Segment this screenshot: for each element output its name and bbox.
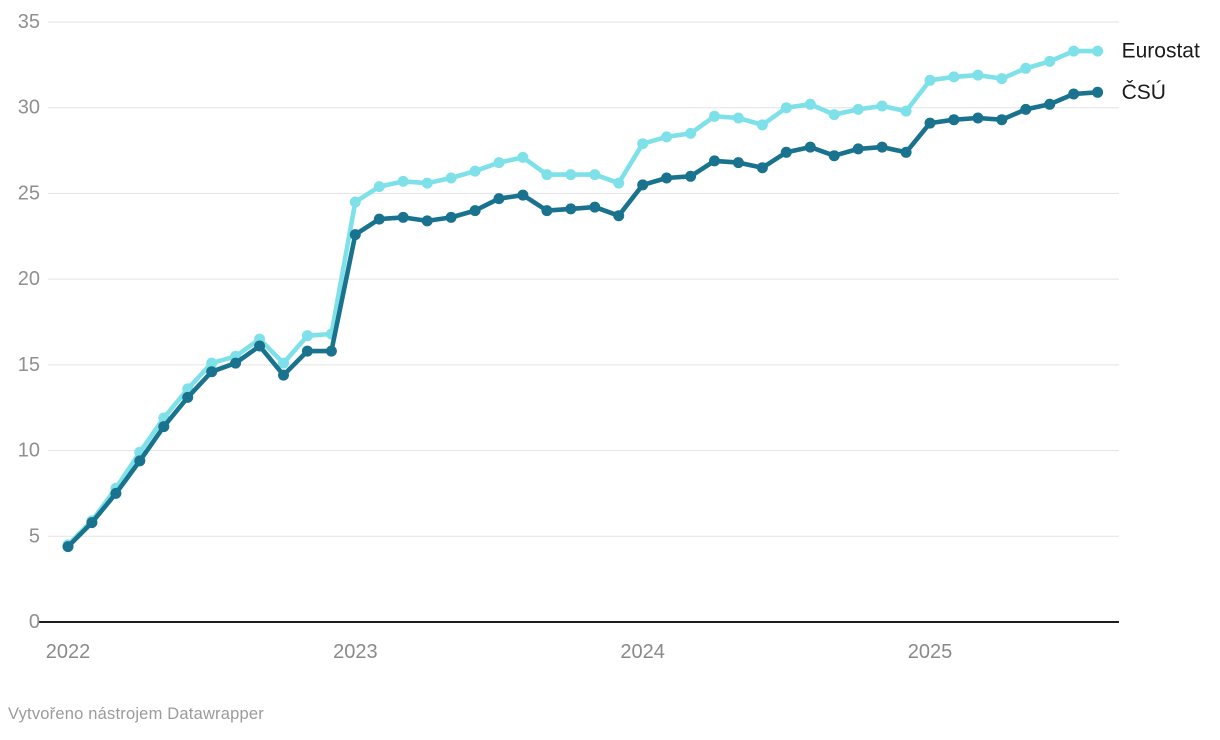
data-point-eurostat[interactable]	[349, 196, 361, 208]
data-point-csu[interactable]	[565, 203, 577, 215]
data-point-eurostat[interactable]	[900, 105, 912, 117]
data-point-eurostat[interactable]	[589, 169, 601, 181]
data-point-eurostat[interactable]	[517, 151, 529, 163]
data-point-eurostat[interactable]	[541, 169, 553, 181]
data-point-eurostat[interactable]	[565, 169, 577, 181]
data-point-csu[interactable]	[709, 155, 720, 167]
data-point-csu[interactable]	[996, 114, 1008, 126]
data-point-csu[interactable]	[924, 117, 936, 129]
x-axis-tick-label: 2025	[908, 641, 953, 663]
data-point-eurostat[interactable]	[876, 100, 888, 112]
data-point-eurostat[interactable]	[206, 357, 218, 369]
data-point-csu[interactable]	[852, 143, 864, 155]
data-point-eurostat[interactable]	[1068, 45, 1080, 57]
data-point-csu[interactable]	[517, 189, 529, 201]
data-point-csu[interactable]	[158, 421, 170, 433]
data-point-eurostat[interactable]	[421, 177, 433, 189]
data-point-csu[interactable]	[325, 345, 337, 357]
data-point-eurostat[interactable]	[469, 165, 481, 177]
data-point-eurostat[interactable]	[828, 109, 840, 121]
y-axis-tick-label: 5	[29, 525, 40, 547]
data-point-eurostat[interactable]	[804, 98, 816, 110]
data-point-csu[interactable]	[62, 541, 74, 553]
data-point-csu[interactable]	[1044, 98, 1056, 110]
x-axis-tick-label: 2022	[46, 641, 91, 663]
data-point-csu[interactable]	[373, 213, 385, 225]
data-point-eurostat[interactable]	[685, 127, 697, 139]
line-chart: 0 5 10 15 20 25 30 35 2022 2023 2024 2025 Eurostat ČS…	[18, 11, 1200, 663]
data-point-csu[interactable]	[1092, 86, 1104, 98]
data-point-csu[interactable]	[637, 179, 649, 191]
y-axis-tick-label: 30	[18, 97, 40, 119]
data-point-eurostat[interactable]	[852, 103, 864, 115]
data-point-eurostat[interactable]	[972, 69, 984, 81]
data-point-eurostat[interactable]	[924, 74, 936, 86]
data-point-csu[interactable]	[828, 150, 840, 162]
data-point-eurostat[interactable]	[661, 131, 673, 143]
y-axis-tick-label: 0	[29, 611, 40, 633]
data-point-csu[interactable]	[254, 340, 266, 352]
data-point-eurostat[interactable]	[756, 119, 768, 131]
data-point-eurostat[interactable]	[493, 157, 505, 169]
data-point-csu[interactable]	[230, 357, 242, 369]
y-axis-tick-label: 15	[18, 354, 40, 376]
data-point-csu[interactable]	[804, 141, 816, 153]
x-axis-tick-label: 2024	[620, 641, 665, 663]
x-axis-tick-label: 2023	[333, 641, 378, 663]
data-point-eurostat[interactable]	[445, 172, 457, 184]
data-point-csu[interactable]	[1068, 88, 1080, 100]
data-point-eurostat[interactable]	[996, 73, 1008, 85]
data-point-csu[interactable]	[756, 162, 768, 174]
data-point-csu[interactable]	[278, 369, 289, 381]
data-point-csu[interactable]	[876, 141, 888, 153]
data-point-eurostat[interactable]	[278, 357, 289, 369]
data-point-csu[interactable]	[493, 193, 505, 205]
data-point-csu[interactable]	[301, 345, 313, 357]
attribution-text: Vytvořeno nástrojem Datawrapper	[8, 705, 264, 723]
data-point-csu[interactable]	[972, 112, 984, 124]
data-point-csu[interactable]	[613, 210, 625, 222]
data-point-csu[interactable]	[134, 455, 146, 467]
data-point-eurostat[interactable]	[732, 112, 744, 124]
data-point-csu[interactable]	[541, 205, 553, 217]
data-point-eurostat[interactable]	[637, 138, 649, 150]
data-point-csu[interactable]	[732, 157, 744, 169]
y-axis-tick-label: 10	[18, 440, 40, 462]
data-point-csu[interactable]	[397, 211, 409, 223]
data-point-csu[interactable]	[469, 205, 481, 217]
series-line-csu	[65, 90, 1100, 549]
data-point-eurostat[interactable]	[1092, 45, 1104, 57]
series-line-eurostat	[65, 48, 1100, 548]
data-point-eurostat[interactable]	[1044, 55, 1056, 67]
y-axis-tick-label: 20	[18, 268, 40, 290]
data-point-eurostat[interactable]	[948, 71, 960, 83]
data-point-eurostat[interactable]	[397, 175, 409, 187]
data-point-csu[interactable]	[349, 229, 361, 241]
y-axis-tick-label: 25	[18, 182, 40, 204]
data-point-csu[interactable]	[1020, 103, 1032, 115]
data-point-csu[interactable]	[948, 114, 960, 126]
y-axis-tick-label: 35	[18, 11, 40, 33]
data-point-csu[interactable]	[421, 215, 433, 227]
data-point-csu[interactable]	[685, 170, 697, 182]
legend-label-eurostat: Eurostat	[1122, 40, 1200, 63]
data-point-csu[interactable]	[780, 146, 792, 158]
data-point-eurostat[interactable]	[780, 102, 792, 114]
data-point-eurostat[interactable]	[709, 110, 720, 122]
data-point-csu[interactable]	[206, 366, 218, 378]
data-point-csu[interactable]	[86, 517, 98, 529]
data-point-eurostat[interactable]	[301, 330, 313, 342]
data-point-csu[interactable]	[900, 146, 912, 158]
data-point-csu[interactable]	[110, 487, 122, 499]
data-point-eurostat[interactable]	[1020, 62, 1032, 74]
data-point-csu[interactable]	[589, 201, 601, 213]
legend-label-csu: ČSÚ	[1122, 81, 1166, 104]
data-point-csu[interactable]	[182, 391, 194, 403]
data-point-eurostat[interactable]	[373, 181, 385, 193]
data-point-csu[interactable]	[445, 211, 457, 223]
data-point-eurostat[interactable]	[613, 177, 625, 189]
data-point-csu[interactable]	[661, 172, 673, 184]
